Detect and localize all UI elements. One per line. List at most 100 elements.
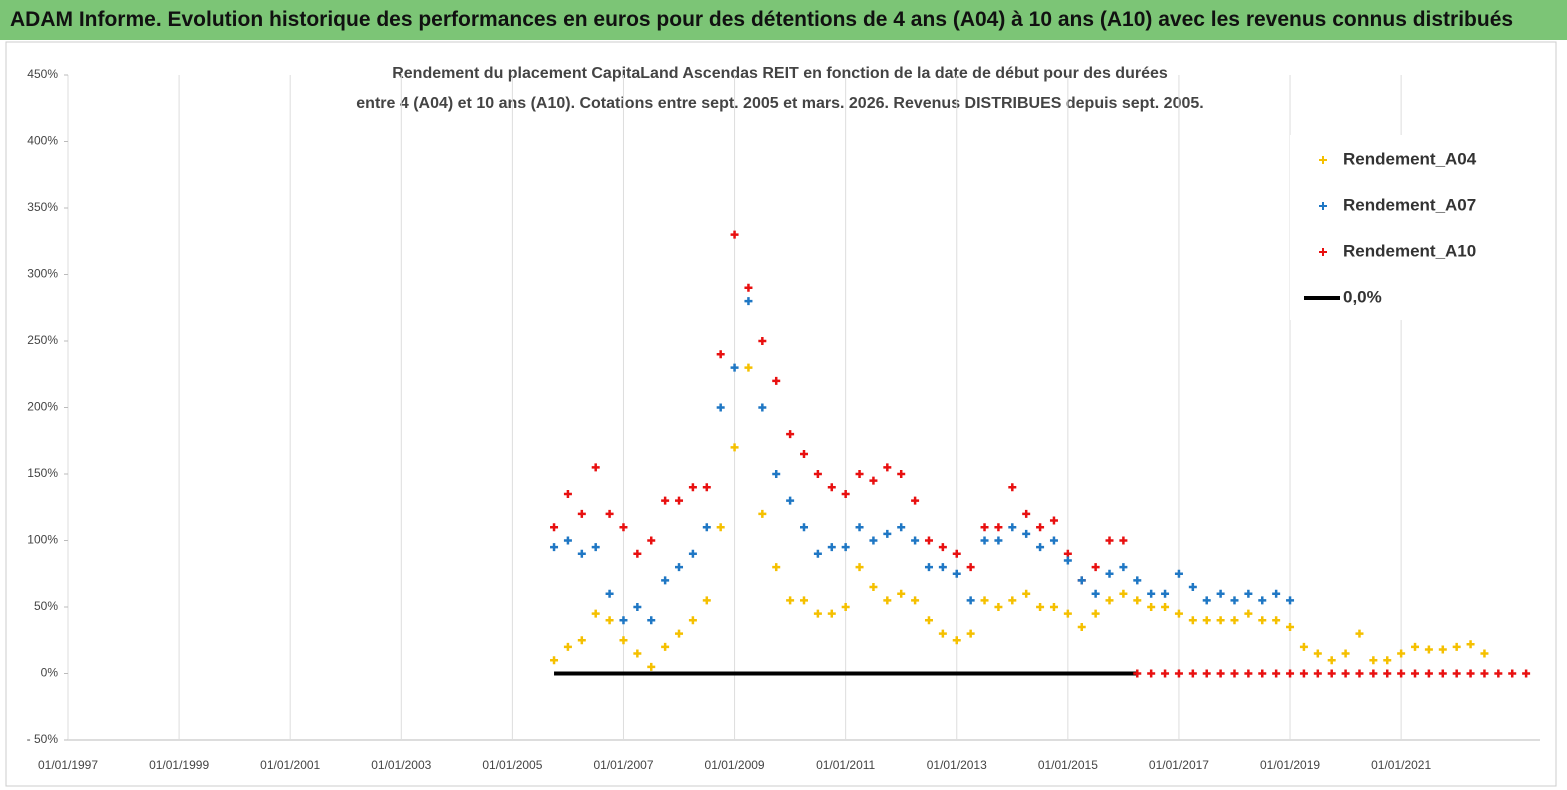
data-point bbox=[1202, 616, 1211, 625]
data-point bbox=[924, 536, 933, 545]
data-point bbox=[1272, 669, 1281, 678]
data-point bbox=[1119, 563, 1128, 572]
data-point bbox=[1369, 656, 1378, 665]
data-point bbox=[1327, 656, 1336, 665]
data-point bbox=[1119, 536, 1128, 545]
data-point bbox=[772, 470, 781, 478]
data-point bbox=[633, 549, 642, 558]
data-point bbox=[1202, 596, 1211, 605]
y-tick-label: 50% bbox=[34, 599, 58, 613]
data-point bbox=[1188, 616, 1197, 625]
data-point bbox=[1216, 669, 1225, 678]
data-point bbox=[994, 536, 1003, 545]
data-point bbox=[1397, 669, 1406, 678]
data-point bbox=[1133, 596, 1142, 605]
data-point bbox=[563, 642, 572, 651]
data-point bbox=[1174, 609, 1183, 618]
data-point bbox=[744, 363, 753, 372]
y-tick-label: 100% bbox=[27, 533, 58, 547]
data-point bbox=[800, 596, 808, 605]
data-point bbox=[827, 609, 836, 618]
legend-swatch bbox=[1319, 248, 1327, 256]
y-tick-label: 300% bbox=[27, 267, 58, 281]
data-point bbox=[869, 476, 878, 485]
data-point bbox=[869, 536, 878, 545]
data-point bbox=[980, 523, 989, 532]
data-point bbox=[730, 443, 739, 452]
data-point bbox=[1452, 642, 1461, 651]
data-point bbox=[1230, 616, 1239, 625]
data-point bbox=[1438, 645, 1447, 654]
data-point bbox=[675, 629, 684, 638]
data-point bbox=[1036, 603, 1045, 611]
data-point bbox=[772, 563, 781, 572]
data-point bbox=[1452, 669, 1461, 678]
data-point bbox=[577, 549, 586, 558]
data-point bbox=[647, 616, 656, 625]
data-point bbox=[647, 536, 656, 545]
data-point bbox=[1272, 616, 1281, 625]
data-point bbox=[786, 496, 795, 505]
data-point bbox=[1230, 596, 1239, 605]
data-point bbox=[619, 616, 628, 625]
data-point bbox=[702, 523, 711, 532]
data-point bbox=[716, 350, 725, 359]
data-point bbox=[813, 470, 822, 478]
data-point bbox=[1411, 669, 1420, 678]
data-point bbox=[1438, 669, 1447, 678]
data-point bbox=[1216, 589, 1225, 598]
legend-swatch bbox=[1319, 202, 1327, 210]
data-point bbox=[897, 589, 906, 598]
data-point bbox=[661, 576, 670, 585]
legend-label: Rendement_A10 bbox=[1343, 241, 1476, 260]
data-point bbox=[550, 543, 559, 552]
data-point bbox=[1119, 589, 1128, 598]
x-tick-label: 01/01/2007 bbox=[593, 758, 653, 772]
data-point bbox=[605, 616, 614, 625]
data-point bbox=[675, 563, 684, 572]
data-point bbox=[1341, 649, 1350, 658]
data-point bbox=[1105, 569, 1114, 578]
legend-label: Rendement_A04 bbox=[1343, 149, 1477, 168]
data-point bbox=[633, 603, 642, 611]
data-point bbox=[591, 609, 600, 618]
data-point bbox=[1341, 669, 1350, 678]
data-point bbox=[1008, 596, 1017, 605]
data-point bbox=[883, 529, 892, 538]
data-point bbox=[855, 470, 864, 478]
data-point bbox=[994, 603, 1003, 611]
data-point bbox=[1272, 589, 1281, 598]
data-point bbox=[577, 636, 586, 645]
data-point bbox=[1105, 596, 1114, 605]
data-point bbox=[716, 403, 725, 412]
data-point bbox=[730, 230, 739, 239]
data-point bbox=[1522, 669, 1531, 678]
data-point bbox=[1258, 616, 1267, 625]
data-point bbox=[619, 523, 628, 532]
data-point bbox=[1480, 649, 1489, 658]
data-point bbox=[1480, 669, 1489, 678]
data-point bbox=[550, 523, 559, 532]
data-point bbox=[966, 629, 975, 638]
y-tick-label: 150% bbox=[27, 466, 58, 480]
data-point bbox=[855, 563, 864, 572]
data-point bbox=[1286, 596, 1295, 605]
data-point bbox=[661, 496, 670, 505]
data-point bbox=[1508, 669, 1517, 678]
data-point bbox=[1174, 669, 1183, 678]
data-point bbox=[980, 596, 989, 605]
data-point bbox=[1244, 609, 1253, 618]
data-point bbox=[938, 629, 947, 638]
data-point bbox=[1466, 669, 1475, 678]
chart-title: Rendement du placement CapitaLand Ascend… bbox=[392, 65, 1168, 82]
data-point bbox=[952, 549, 961, 558]
data-point bbox=[1258, 596, 1267, 605]
data-point bbox=[744, 297, 753, 306]
y-tick-label: 350% bbox=[27, 200, 58, 214]
data-point bbox=[1244, 669, 1253, 678]
data-point bbox=[827, 543, 836, 552]
data-point bbox=[716, 523, 725, 532]
y-tick-label: 250% bbox=[27, 333, 58, 347]
data-point bbox=[1022, 529, 1031, 538]
data-point bbox=[1077, 622, 1086, 631]
